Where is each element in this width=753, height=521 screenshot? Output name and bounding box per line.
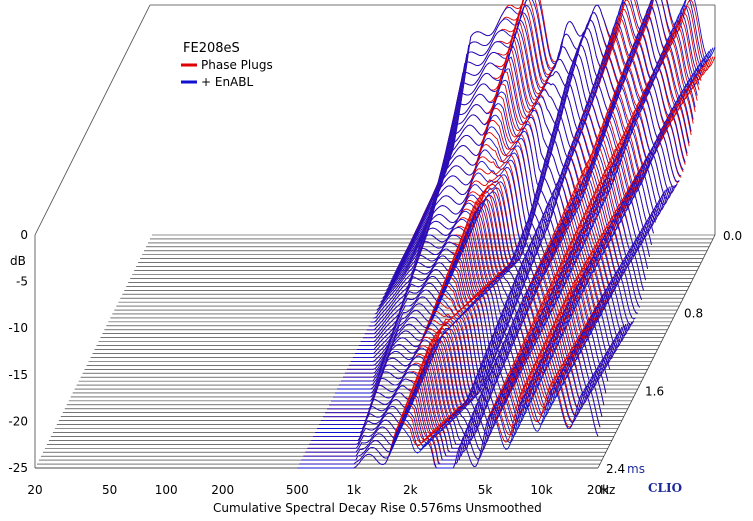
- decay-slice-enabl: [358, 194, 660, 347]
- z-tick-label: 0.8: [684, 307, 703, 321]
- legend: FE208eS Phase Plugs + EnABL: [181, 41, 273, 89]
- x-tick-label: 20: [27, 483, 42, 497]
- decay-slice-enabl: [405, 14, 708, 251]
- decay-slice-phase-plugs: [394, 64, 696, 274]
- decay-slice-enabl: [409, 0, 712, 244]
- x-tick-label: 10k: [530, 483, 552, 497]
- decay-slice-enabl: [413, 0, 716, 236]
- chart-footer: Cumulative Spectral Decay Rise 0.576ms U…: [213, 501, 542, 515]
- y-tick-label: -20: [8, 414, 28, 428]
- decay-slice-enabl: [303, 369, 605, 457]
- decay-slice-enabl: [396, 58, 698, 270]
- decay-slices: [297, 0, 716, 469]
- x-tick-label: 200: [211, 483, 234, 497]
- z-tick-label: 0.0: [723, 229, 742, 243]
- plot-frame: [34, 4, 716, 469]
- y-tick-label: -10: [8, 321, 28, 335]
- x-tick-label: 2k: [403, 483, 418, 497]
- z-tick-label: 2.4: [606, 462, 625, 476]
- decay-slice-enabl: [344, 238, 647, 374]
- x-tick-label: 20k: [587, 483, 609, 497]
- x-tick-labels: 20 50 100 200 500 1k 2k 5k 10k 20k: [27, 483, 609, 497]
- decay-slice-enabl: [382, 113, 684, 299]
- decay-slice-enabl: [348, 225, 651, 366]
- z-axis-line: [597, 234, 716, 469]
- z-axis-label: ms: [627, 462, 645, 476]
- clio-brand: CLIO: [648, 481, 682, 495]
- decay-slice-enabl: [346, 232, 649, 370]
- decay-slice-enabl: [307, 356, 609, 449]
- x-tick-label: 100: [155, 483, 178, 497]
- y-tick-label: -15: [8, 368, 28, 382]
- frame-left-edge: [34, 4, 151, 236]
- decay-slice-enabl: [313, 337, 615, 437]
- legend-label-phase-plugs: Phase Plugs: [201, 58, 273, 72]
- legend-label-enabl: + EnABL: [201, 75, 253, 89]
- y-tick-label: -25: [8, 461, 28, 475]
- x-tick-label: 500: [286, 483, 309, 497]
- decay-slice-enabl: [297, 387, 599, 469]
- y-axis-label: dB: [10, 254, 26, 268]
- decay-slice-enabl: [299, 381, 601, 465]
- legend-title: FE208eS: [183, 41, 240, 56]
- z-tick-labels: 0.0 0.8 1.6 2.4: [606, 229, 742, 476]
- z-tick-label: 1.6: [645, 384, 664, 398]
- decay-slice-enabl: [309, 350, 611, 445]
- decay-slice-enabl: [411, 0, 714, 240]
- decay-slice-enabl: [384, 104, 686, 295]
- x-tick-label: 5k: [478, 483, 493, 497]
- x-axis-label: Hz: [600, 483, 615, 497]
- y-tick-label: 0: [20, 228, 28, 242]
- decay-slice-enabl: [301, 374, 603, 461]
- decay-slice-enabl: [341, 250, 643, 382]
- y-tick-labels: 0 -5 -10 -15 -20 -25: [8, 228, 28, 475]
- x-tick-label: 1k: [347, 483, 362, 497]
- x-tick-label: 50: [102, 483, 117, 497]
- y-tick-label: -5: [16, 275, 28, 289]
- decay-slice-enabl: [407, 5, 710, 247]
- decay-slice-enabl: [305, 362, 607, 453]
